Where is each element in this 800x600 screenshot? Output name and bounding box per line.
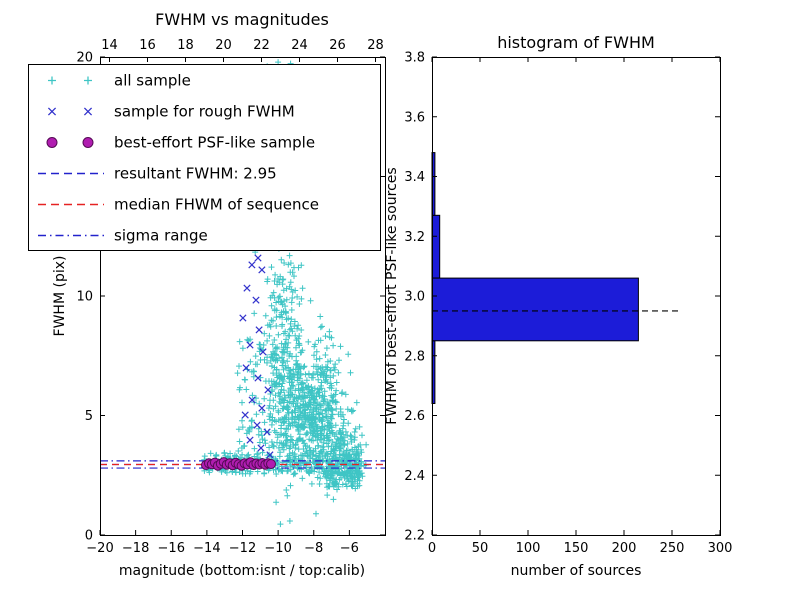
legend-item-all-sample: all sample [48, 72, 191, 90]
tick-label: 2.2 [404, 529, 425, 544]
legend-label: sample for rough FWHM [114, 103, 295, 121]
tick-label: 3.6 [404, 110, 425, 125]
legend-item-sample-for-rough-fwhm: sample for rough FWHM [47, 103, 295, 121]
psf-sample-point [266, 459, 276, 469]
tick-label: 2.4 [404, 469, 425, 484]
tick-label: −18 [122, 541, 149, 556]
tick-label: 3.4 [404, 170, 425, 185]
tick-label: 3.2 [404, 230, 425, 245]
tick-label: 20 [215, 38, 232, 53]
tick-label: 200 [612, 541, 637, 556]
tick-label: 3.8 [404, 51, 425, 66]
tick-label: 2.8 [404, 349, 425, 364]
legend-item-best-effort-psf-like-sample: best-effort PSF-like sample [46, 134, 315, 152]
tick-label: −14 [193, 541, 220, 556]
legend-label: best-effort PSF-like sample [114, 134, 315, 152]
legend-item-sigma-range: sigma range [38, 227, 208, 245]
legend-box [28, 64, 381, 251]
right-plot-xlabel: number of sources [511, 563, 642, 579]
tick-label: 26 [329, 38, 346, 53]
tick-label: 24 [291, 38, 308, 53]
tick-label: 2.6 [404, 409, 425, 424]
left-plot-xlabel: magnitude (bottom:isnt / top:calib) [119, 563, 365, 579]
scatter-rough-fwhm-sample [239, 254, 274, 459]
legend-label: resultant FWHM: 2.95 [114, 165, 277, 183]
left-plot-ylabel: FWHM (pix) [52, 256, 68, 337]
plus-marker-icon [48, 76, 56, 85]
right-plot-title: histogram of FWHM [497, 33, 655, 52]
scatter-psf-like-sample [201, 457, 276, 471]
legend-label: all sample [114, 72, 191, 90]
tick-label: 0 [428, 541, 436, 556]
tick-label: 250 [660, 541, 685, 556]
tick-label: 150 [564, 541, 589, 556]
tick-label: −12 [229, 541, 256, 556]
tick-label: 3.0 [404, 290, 425, 305]
tick-label: 28 [367, 38, 384, 53]
tick-label: 50 [472, 541, 489, 556]
x-marker-icon [47, 107, 57, 116]
legend-item-median-fhwm-of-sequence: median FHWM of sequence [38, 196, 319, 214]
tick-label: −6 [340, 541, 359, 556]
circle-marker-icon [46, 137, 58, 148]
tick-label: −16 [158, 541, 185, 556]
scatter-plot: −20 −18 −16 −14 −12 −10 −8 −6 14 16 18 20 22 24 26 28 0 5… [76, 38, 386, 556]
right-plot-ylabel: FWHM of best-effort PSF-like sources [384, 167, 400, 424]
tick-label: 0 [85, 529, 93, 544]
tick-label: 18 [177, 38, 194, 53]
circle-marker-icon [82, 137, 94, 148]
tick-label: 22 [253, 38, 270, 53]
tick-label: 20 [76, 51, 93, 66]
histogram-bar [431, 277, 639, 342]
tick-label: 100 [516, 541, 541, 556]
tick-label: −20 [86, 541, 113, 556]
plus-marker-icon [84, 76, 92, 85]
tick-label: −8 [304, 541, 323, 556]
x-marker-icon [83, 107, 93, 116]
tick-label: 10 [76, 290, 93, 305]
legend: all sample sample for rough FWHM best-effo… [28, 64, 381, 251]
histogram-bar [431, 214, 441, 279]
tick-label: 14 [101, 38, 118, 53]
left-plot-title: FWHM vs magnitudes [155, 10, 329, 29]
legend-label: sigma range [114, 227, 208, 245]
tick-label: 16 [139, 38, 156, 53]
legend-label: median FHWM of sequence [114, 196, 319, 214]
tick-label: 5 [85, 409, 93, 424]
tick-label: −10 [264, 541, 291, 556]
tick-label: 300 [708, 541, 733, 556]
histogram-plot: 0 50 100 150 200 250 300 2.2 2.4 2.6 2.8 3.0 3.2 3.4 3… [404, 51, 732, 557]
legend-item-resultant-fwhm-2-95: resultant FWHM: 2.95 [38, 165, 277, 183]
